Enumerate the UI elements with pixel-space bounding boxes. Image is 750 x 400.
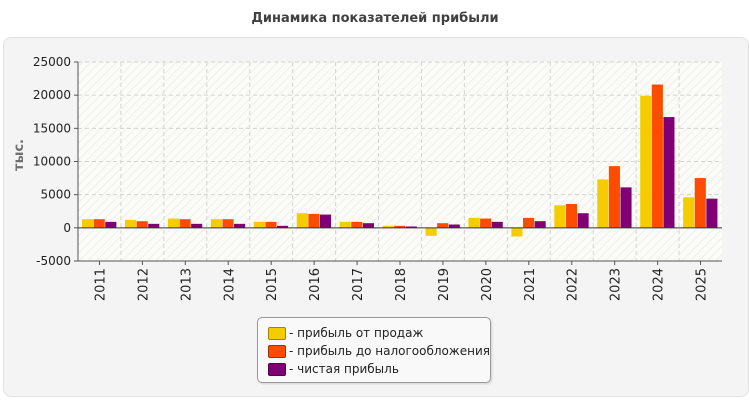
bar-2019-s3 <box>448 224 460 228</box>
bar-2011-s1 <box>82 219 94 228</box>
bar-2023-s3 <box>620 187 632 228</box>
bar-2015-s1 <box>253 221 265 228</box>
bar-2022-s1 <box>554 205 566 228</box>
bar-2014-s3 <box>234 223 246 228</box>
bar-2013-s3 <box>191 223 203 228</box>
bar-2018-s1 <box>382 225 394 228</box>
bar-2011-s2 <box>93 219 105 228</box>
y-tick-label: 15000 <box>33 121 71 135</box>
bar-2019-s2 <box>437 223 449 228</box>
bar-2024-s3 <box>663 117 675 228</box>
legend-swatch-sales-profit <box>268 326 286 340</box>
bar-2020-s3 <box>491 221 503 228</box>
x-tick-label: 2015 <box>265 268 280 301</box>
x-tick-label: 2022 <box>566 268 581 301</box>
bar-2012-s2 <box>136 221 148 228</box>
bar-2015-s2 <box>265 221 277 228</box>
bar-2012-s1 <box>125 219 137 228</box>
bar-2012-s3 <box>148 223 160 228</box>
bar-2021-s2 <box>523 217 535 228</box>
bar-2021-s3 <box>534 221 546 228</box>
y-tick-label: -5000 <box>36 254 71 268</box>
y-tick-label: 20000 <box>33 88 71 102</box>
bar-2014-s2 <box>222 219 234 228</box>
x-tick-label: 2025 <box>695 268 710 301</box>
y-tick-label: 10000 <box>33 155 71 169</box>
bar-2011-s3 <box>105 221 117 228</box>
bar-2023-s1 <box>597 179 609 228</box>
bar-2016-s2 <box>308 213 320 228</box>
bar-2022-s3 <box>577 213 589 228</box>
x-tick-label: 2014 <box>222 268 237 301</box>
bar-2014-s1 <box>210 219 222 228</box>
bar-2019-s1 <box>425 227 437 236</box>
x-tick-label: 2024 <box>652 268 667 301</box>
bar-2023-s2 <box>608 166 620 228</box>
y-axis-label: тыс. <box>12 139 27 171</box>
x-tick-label: 2013 <box>179 268 194 301</box>
legend-swatch-net-profit <box>268 362 286 376</box>
x-tick-label: 2023 <box>609 268 624 301</box>
x-tick-label: 2018 <box>394 268 409 301</box>
x-tick-label: 2017 <box>351 268 366 301</box>
x-tick-label: 2019 <box>437 268 452 301</box>
bar-2021-s1 <box>511 227 523 237</box>
y-tick-label: 0 <box>63 221 71 235</box>
bar-2018-s2 <box>394 225 406 228</box>
x-tick-label: 2011 <box>93 268 108 301</box>
bar-2015-s3 <box>277 225 289 228</box>
x-tick-label: 2016 <box>308 268 323 301</box>
legend-label-sales-profit: - прибыль от продаж <box>289 326 424 340</box>
legend-item-net-profit: - чистая прибыль <box>268 361 399 377</box>
y-tick-label: 25000 <box>33 55 71 69</box>
x-tick-label: 2012 <box>136 268 151 301</box>
legend-swatch-pretax-profit <box>268 344 286 358</box>
y-tick-label: 5000 <box>40 188 71 202</box>
bar-2013-s2 <box>179 219 191 228</box>
bar-2024-s2 <box>651 84 663 228</box>
bar-2017-s2 <box>351 221 363 228</box>
bar-2020-s2 <box>480 218 492 228</box>
chart-title: Динамика показателей прибыли <box>251 11 499 26</box>
bar-2016-s1 <box>296 213 308 228</box>
bar-2020-s1 <box>468 217 480 228</box>
x-tick-label: 2020 <box>480 268 495 301</box>
bar-2025-s1 <box>683 197 695 228</box>
bar-2013-s1 <box>167 218 180 228</box>
bar-2018-s3 <box>405 226 417 228</box>
legend-item-pretax-profit: - прибыль до налогообложения <box>268 343 490 359</box>
bar-2022-s2 <box>565 203 578 228</box>
legend-label-net-profit: - чистая прибыль <box>289 362 399 376</box>
legend-item-sales-profit: - прибыль от продаж <box>268 325 423 341</box>
bar-2017-s1 <box>339 221 351 228</box>
bar-2025-s2 <box>694 178 706 228</box>
x-tick-label: 2021 <box>523 268 538 301</box>
bar-2024-s1 <box>640 95 652 228</box>
bar-2025-s3 <box>706 198 718 228</box>
legend-label-pretax-profit: - прибыль до налогообложения <box>289 344 490 358</box>
legend: - прибыль от продаж - прибыль до налогоо… <box>257 317 491 383</box>
bar-2017-s3 <box>362 223 374 228</box>
bar-2016-s3 <box>319 214 332 228</box>
